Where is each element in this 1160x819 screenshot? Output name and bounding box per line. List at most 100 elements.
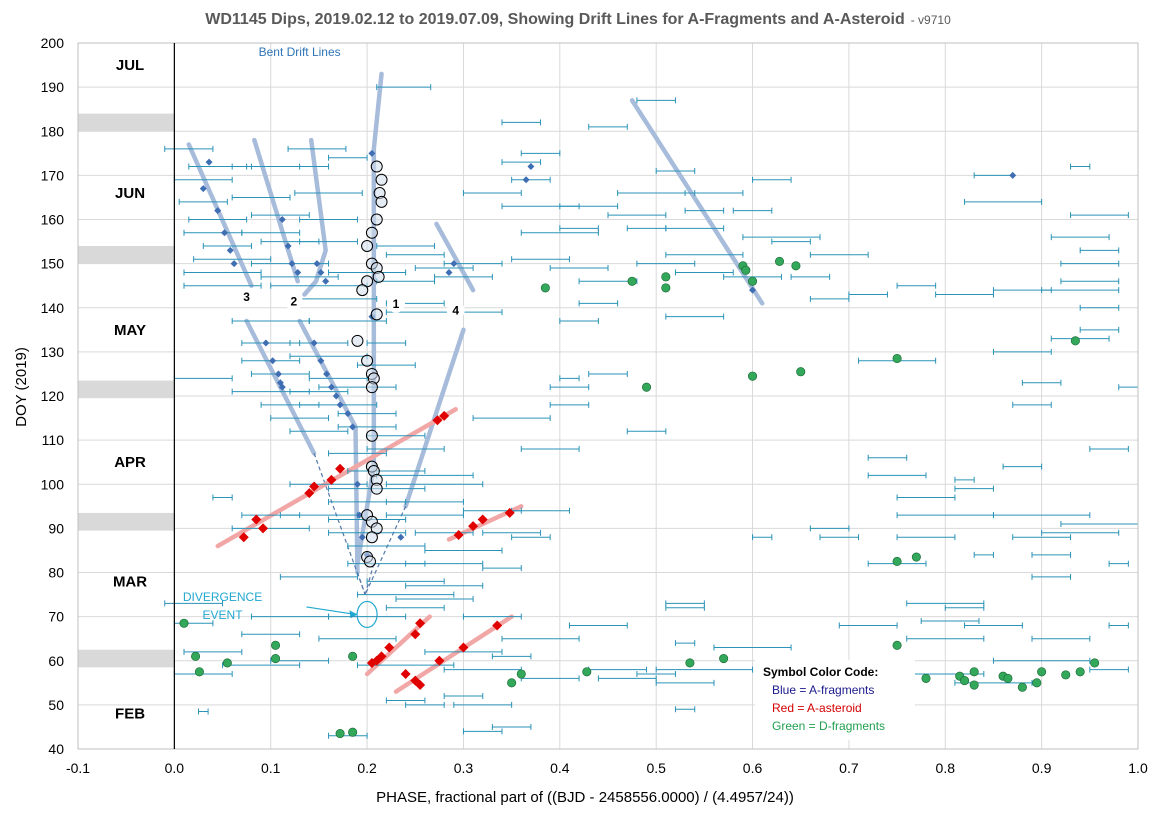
grid xyxy=(77,42,1139,750)
a-fragment-point xyxy=(355,511,363,519)
drift-line-extrapolated xyxy=(356,572,366,595)
d-fragment-point xyxy=(774,256,785,266)
a-asteroid-point xyxy=(384,642,395,653)
x-tick-label: 0.8 xyxy=(936,760,956,776)
a-fragment-point xyxy=(262,339,270,347)
y-tick-label: 140 xyxy=(41,300,65,316)
a-asteroid-point xyxy=(304,488,315,499)
chart-title-suffix: - v9710 xyxy=(911,13,951,27)
d-fragment-point xyxy=(1090,658,1100,668)
legend-title: Symbol Color Code: xyxy=(763,665,878,679)
a-fragment-point xyxy=(317,268,325,276)
drift-line-number: 1 xyxy=(393,297,400,311)
d-fragment-point xyxy=(1070,336,1080,346)
a-fragment-point xyxy=(220,229,228,237)
a-fragment-circle-point xyxy=(365,226,378,239)
a-fragment-point xyxy=(288,260,296,268)
a-asteroid-point xyxy=(309,481,320,492)
y-tick-label: 50 xyxy=(48,697,64,713)
annotation-text: EVENT xyxy=(203,608,244,622)
x-tick-label: 0.2 xyxy=(357,760,377,776)
a-fragment-circle-point xyxy=(370,308,383,321)
annotation-text: DIVERGENCE xyxy=(183,590,262,604)
a-fragment-point xyxy=(230,260,238,268)
y-tick-label: 60 xyxy=(48,653,64,669)
y-tick-label: 80 xyxy=(48,565,64,581)
d-fragment-point xyxy=(348,651,358,661)
d-fragment-point xyxy=(921,673,931,683)
a-fragment-point xyxy=(278,216,286,223)
a-asteroid-point xyxy=(251,514,262,525)
month-label: JUL xyxy=(116,57,144,74)
a-fragment-point xyxy=(332,392,340,400)
d-fragment-point xyxy=(791,261,801,271)
a-fragment-circle-point xyxy=(363,555,376,568)
d-fragment-point xyxy=(1003,673,1013,683)
axes: -0.1 0.0 0.1 0.2 0.3 0.4 0.5 0.6 0.7 0.8 0.9 1.0 40 5… xyxy=(41,35,1148,776)
a-fragment-circle-point xyxy=(356,284,369,297)
x-axis-label: PHASE, fractional part of ((BJD - 245855… xyxy=(376,789,794,806)
x-tick-label: 0.5 xyxy=(646,760,666,776)
month-separator-band xyxy=(78,245,175,264)
d-fragment-point xyxy=(516,669,526,679)
a-asteroid-point xyxy=(415,680,426,691)
a-asteroid-point xyxy=(335,463,346,474)
plot-frame xyxy=(77,42,1139,750)
a-asteroid-point xyxy=(258,523,269,534)
d-fragment-point xyxy=(969,667,979,677)
d-fragment-point xyxy=(641,382,652,392)
y-tick-label: 160 xyxy=(41,212,65,228)
d-fragment-point xyxy=(507,678,517,688)
a-fragment-point xyxy=(327,383,335,391)
d-fragment-point xyxy=(1037,667,1047,677)
d-fragment-point xyxy=(747,276,758,286)
drift-number-background xyxy=(446,301,465,320)
month-label: MAR xyxy=(113,573,147,590)
x-tick-label: 0.9 xyxy=(1032,760,1052,776)
d-fragment-point xyxy=(892,640,902,650)
a-fragment-point xyxy=(294,268,302,276)
y-tick-label: 190 xyxy=(41,79,65,95)
drift-line-a-fragment xyxy=(403,327,466,509)
a-fragment-circle-point xyxy=(372,270,385,283)
legend-box xyxy=(755,660,915,740)
a-fragment-point xyxy=(397,533,405,541)
a-fragment-point xyxy=(284,242,292,250)
drift-line-number: 3 xyxy=(243,290,250,304)
month-separator-band xyxy=(78,512,175,531)
divergence-arrow xyxy=(306,606,356,616)
legend: Symbol Color Code: Blue = A-fragments Re… xyxy=(755,660,915,740)
a-fragment-point xyxy=(450,260,458,268)
drift-line-a-fragment xyxy=(252,137,300,284)
month-label: FEB xyxy=(115,706,145,723)
d-fragment-point xyxy=(191,651,201,661)
data-points xyxy=(179,149,1100,739)
d-fragment-point xyxy=(270,653,281,664)
d-fragment-point xyxy=(969,680,979,690)
a-fragment-point xyxy=(527,163,535,171)
drift-number-background xyxy=(237,288,256,307)
drift-number-background xyxy=(284,292,303,311)
a-fragment-point xyxy=(522,176,530,184)
a-asteroid-point xyxy=(504,507,515,518)
chart-title-text: WD1145 Dips, 2019.02.12 to 2019.07.09, S… xyxy=(205,11,904,28)
d-fragment-point xyxy=(796,367,806,377)
a-asteroid-point xyxy=(238,532,249,543)
month-label: MAY xyxy=(114,322,146,339)
y-tick-label: 150 xyxy=(41,256,65,272)
a-fragment-point xyxy=(274,370,282,378)
a-fragment-circle-point xyxy=(365,429,378,442)
x-tick-label: 0.0 xyxy=(165,760,185,776)
x-tick-label: 1.0 xyxy=(1128,760,1148,776)
a-asteroid-point xyxy=(400,668,411,679)
error-bars xyxy=(164,84,1139,739)
a-fragment-point xyxy=(336,401,344,409)
x-tick-label: 0.4 xyxy=(550,760,570,776)
month-separator-band xyxy=(78,649,175,668)
a-fragment-circle-point xyxy=(370,482,383,495)
a-fragment-circle-point xyxy=(375,173,388,186)
a-fragment-point xyxy=(358,533,366,541)
a-fragment-point xyxy=(368,149,376,157)
a-fragment-point xyxy=(317,357,325,365)
